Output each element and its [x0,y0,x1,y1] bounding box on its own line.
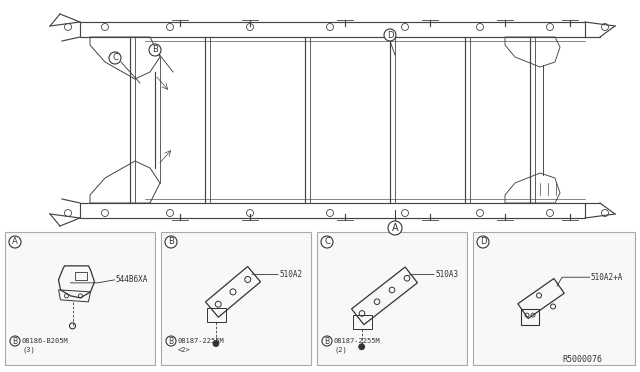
Text: B: B [12,337,17,346]
Bar [473,232,635,365]
Circle shape [388,221,402,235]
Text: <2>: <2> [178,347,191,353]
Text: 544B6XA: 544B6XA [115,275,148,284]
Circle shape [149,44,161,56]
Text: 08187-2255M: 08187-2255M [178,338,225,344]
Circle shape [109,52,121,64]
Bar [317,232,467,365]
Circle shape [322,336,332,346]
Text: 510A2: 510A2 [279,270,302,279]
Circle shape [9,236,21,248]
Text: D: D [480,237,486,247]
Bar [80,22,585,37]
Circle shape [358,344,365,350]
Text: 510A2+A: 510A2+A [591,273,623,282]
Text: B: B [168,337,173,346]
Bar [161,232,311,365]
Circle shape [384,29,396,41]
Bar [5,232,155,365]
Text: C: C [112,54,118,62]
Text: C: C [324,237,330,247]
Text: 510A3: 510A3 [435,270,458,279]
Text: B: B [152,45,158,55]
Text: A: A [392,223,398,233]
Text: R5000076: R5000076 [562,355,602,364]
Text: D: D [387,31,393,39]
Circle shape [166,336,176,346]
Text: B: B [324,337,330,346]
Circle shape [10,336,20,346]
Text: (3): (3) [22,347,35,353]
Circle shape [477,236,489,248]
Text: B: B [168,237,174,247]
Text: 08187-2255M: 08187-2255M [334,338,381,344]
Text: (2): (2) [334,347,347,353]
Bar [80,203,585,218]
Circle shape [165,236,177,248]
Text: 08186-B205M: 08186-B205M [22,338,68,344]
Circle shape [321,236,333,248]
Circle shape [213,340,219,347]
Text: A: A [12,237,18,247]
